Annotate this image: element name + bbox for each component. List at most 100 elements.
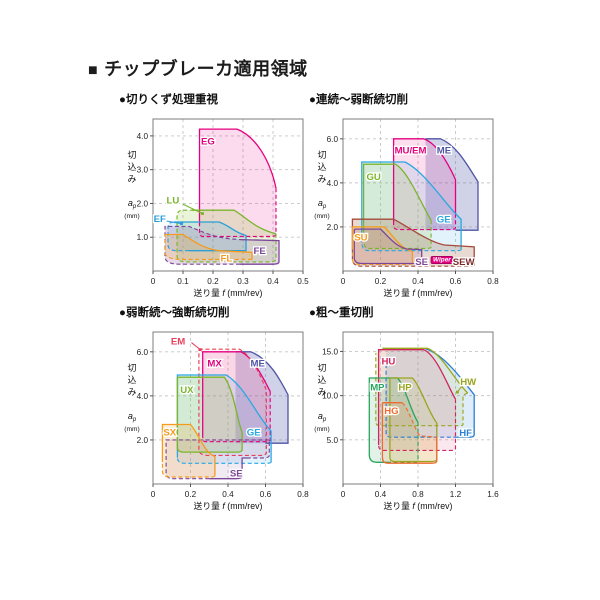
- y-axis-unit: (mm): [314, 426, 329, 433]
- leader-end-marker: [180, 222, 183, 226]
- region-label-ME: ME: [437, 145, 452, 156]
- region-outline-MU/EM: [392, 138, 457, 223]
- tick-label-x: 0.4: [375, 490, 387, 499]
- tick-label-y: 6.0: [137, 348, 149, 357]
- region-outline-dashed-HF: [385, 355, 458, 438]
- tick-label-y: 3.0: [137, 166, 149, 175]
- region-outline-GE: [176, 374, 272, 462]
- region-outline-dashed-GU: [363, 220, 432, 250]
- region-outline-dashed-HU: [378, 399, 457, 451]
- y-axis-title-char: 切: [317, 363, 326, 373]
- tick-label-x: 0.8: [297, 490, 309, 499]
- region-outline-dashed-EF: [167, 221, 189, 252]
- region-fill-MP: [369, 378, 418, 463]
- region-outline-ME: [235, 351, 289, 444]
- y-axis-title-char: 込: [317, 375, 326, 385]
- y-axis-title-char: 切: [317, 150, 326, 160]
- region-outline-MP: [368, 377, 419, 463]
- plot-border: [152, 118, 304, 272]
- region-outline-dashed-FE: [164, 225, 241, 265]
- region-outline-HF: [425, 348, 475, 438]
- chart-panel-interrupted: ●弱断続〜強断続切削 0 0.2 0.4 0.6 0.8 2.0 4.0 6.0 ME MX EM G…: [115, 305, 313, 523]
- region-label-SE: SE: [415, 257, 428, 268]
- region-outline-dashed-HG: [401, 402, 437, 438]
- tick-label-x: 0.8: [412, 490, 424, 499]
- tick-label-x: 0.4: [222, 490, 234, 499]
- tick-label-x: 0: [151, 490, 156, 499]
- tick-label-y: 2.0: [137, 436, 149, 445]
- chart-canvas-rough-heavy: 0 0.4 0.8 1.2 1.6 5.0 10.0 15.0 HF HW HU MP HP HG 切込み a…: [305, 325, 503, 523]
- region-fill-HW: [375, 348, 468, 426]
- region-outline-dashed-GE: [176, 457, 272, 464]
- tick-label-y: 4.0: [137, 392, 149, 401]
- x-axis-title: 送り量 f (mm/rev): [194, 500, 263, 511]
- y-axis-title-char: 込: [127, 162, 136, 172]
- region-fill-SE: [354, 229, 422, 264]
- region-outline-dashed-EM: [198, 348, 267, 456]
- tick-label-y: 1.0: [137, 233, 149, 242]
- tick-label-x: 0.8: [487, 277, 499, 286]
- label-leader-line: [166, 220, 182, 225]
- y-axis-variable: ap: [318, 198, 327, 210]
- chart-canvas-interrupted: 0 0.2 0.4 0.6 0.8 2.0 4.0 6.0 ME MX EM GE UX SE SX 切込み a…: [115, 325, 313, 523]
- region-outline-SX: [161, 423, 216, 476]
- region-outline-dashed-FL: [164, 234, 252, 261]
- region-label-HP: HP: [398, 382, 412, 393]
- x-axis-title: 送り量 f (mm/rev): [384, 500, 453, 511]
- chart-subtitle: ●弱断続〜強断続切削: [119, 307, 230, 319]
- y-axis-variable: ap: [318, 411, 327, 423]
- tick-label-y: 2.0: [137, 199, 149, 208]
- leader-end-marker: [198, 348, 202, 352]
- region-fill-FL: [165, 234, 252, 260]
- tick-label-y: 4.0: [137, 132, 149, 141]
- region-label-EG: EG: [201, 136, 215, 147]
- chart-subtitle: ●粗〜重切削: [309, 307, 374, 319]
- label-leader-line: [191, 342, 201, 351]
- region-fill-HG: [382, 402, 437, 464]
- tick-label-x: 0: [341, 277, 346, 286]
- tick-label-x: 0.3: [237, 277, 249, 286]
- y-axis-unit: (mm): [124, 213, 139, 220]
- region-label-LU: LU: [167, 196, 180, 207]
- region-label-FL: FL: [221, 254, 233, 265]
- chart-panel-continuous: ●連続〜弱断続切削 0 0.2 0.4 0.6 0.8 2.0 4.0 6.0 Wiper ME M…: [305, 92, 503, 310]
- region-outline-FE: [239, 238, 280, 265]
- y-axis-title-char: 込: [317, 162, 326, 172]
- y-axis-title-char: み: [317, 387, 326, 397]
- tick-label-y: 6.0: [327, 135, 339, 144]
- region-label-GE: GE: [437, 215, 451, 226]
- region-fill-FE: [165, 226, 279, 265]
- region-fill-HP: [389, 378, 437, 462]
- region-outline-UX: [176, 376, 243, 453]
- region-fill-SE: [166, 439, 270, 479]
- region-label-SU: SU: [354, 232, 367, 243]
- region-fill-MU/EM: [393, 138, 456, 230]
- wiper-badge: [430, 255, 454, 265]
- tick-label-x: 0: [151, 277, 156, 286]
- tick-label-x: 0.2: [207, 277, 219, 286]
- region-label-UX: UX: [180, 385, 194, 396]
- leader-end-marker: [455, 390, 459, 394]
- chart-canvas-continuous: 0 0.2 0.4 0.6 0.8 2.0 4.0 6.0 Wiper ME MU/EM GE GU SE…: [305, 112, 503, 310]
- region-outline-HU: [377, 349, 457, 446]
- region-fill-MX: [202, 351, 271, 442]
- tick-label-x: 1.2: [450, 490, 462, 499]
- region-outline-GE: [361, 161, 462, 250]
- wiper-badge-text: Wiper: [433, 257, 451, 264]
- region-label-EM: EM: [171, 336, 185, 347]
- region-label-EF: EF: [154, 214, 166, 225]
- tick-label-y: 10.0: [322, 392, 338, 401]
- chart-canvas-chip-control: 0 0.1 0.2 0.3 0.4 0.5 1.0 2.0 3.0 4.0 EG LU EF FE FL 切込…: [115, 112, 313, 310]
- region-outline-EG: [198, 128, 277, 226]
- region-outline-HP: [389, 377, 438, 463]
- label-leader-line: [182, 203, 203, 215]
- region-outline-LU: [192, 209, 277, 235]
- y-axis-unit: (mm): [314, 213, 329, 220]
- chart-panel-chip-control: ●切りくず処理重視 0 0.1 0.2 0.3 0.4 0.5 1.0 2.0 3.0 4.0 EG…: [115, 92, 313, 310]
- y-axis-title-char: 切: [127, 150, 136, 160]
- region-outline-SEW: [351, 218, 475, 265]
- region-fill-EM: [198, 349, 267, 456]
- y-axis-unit: (mm): [124, 426, 139, 433]
